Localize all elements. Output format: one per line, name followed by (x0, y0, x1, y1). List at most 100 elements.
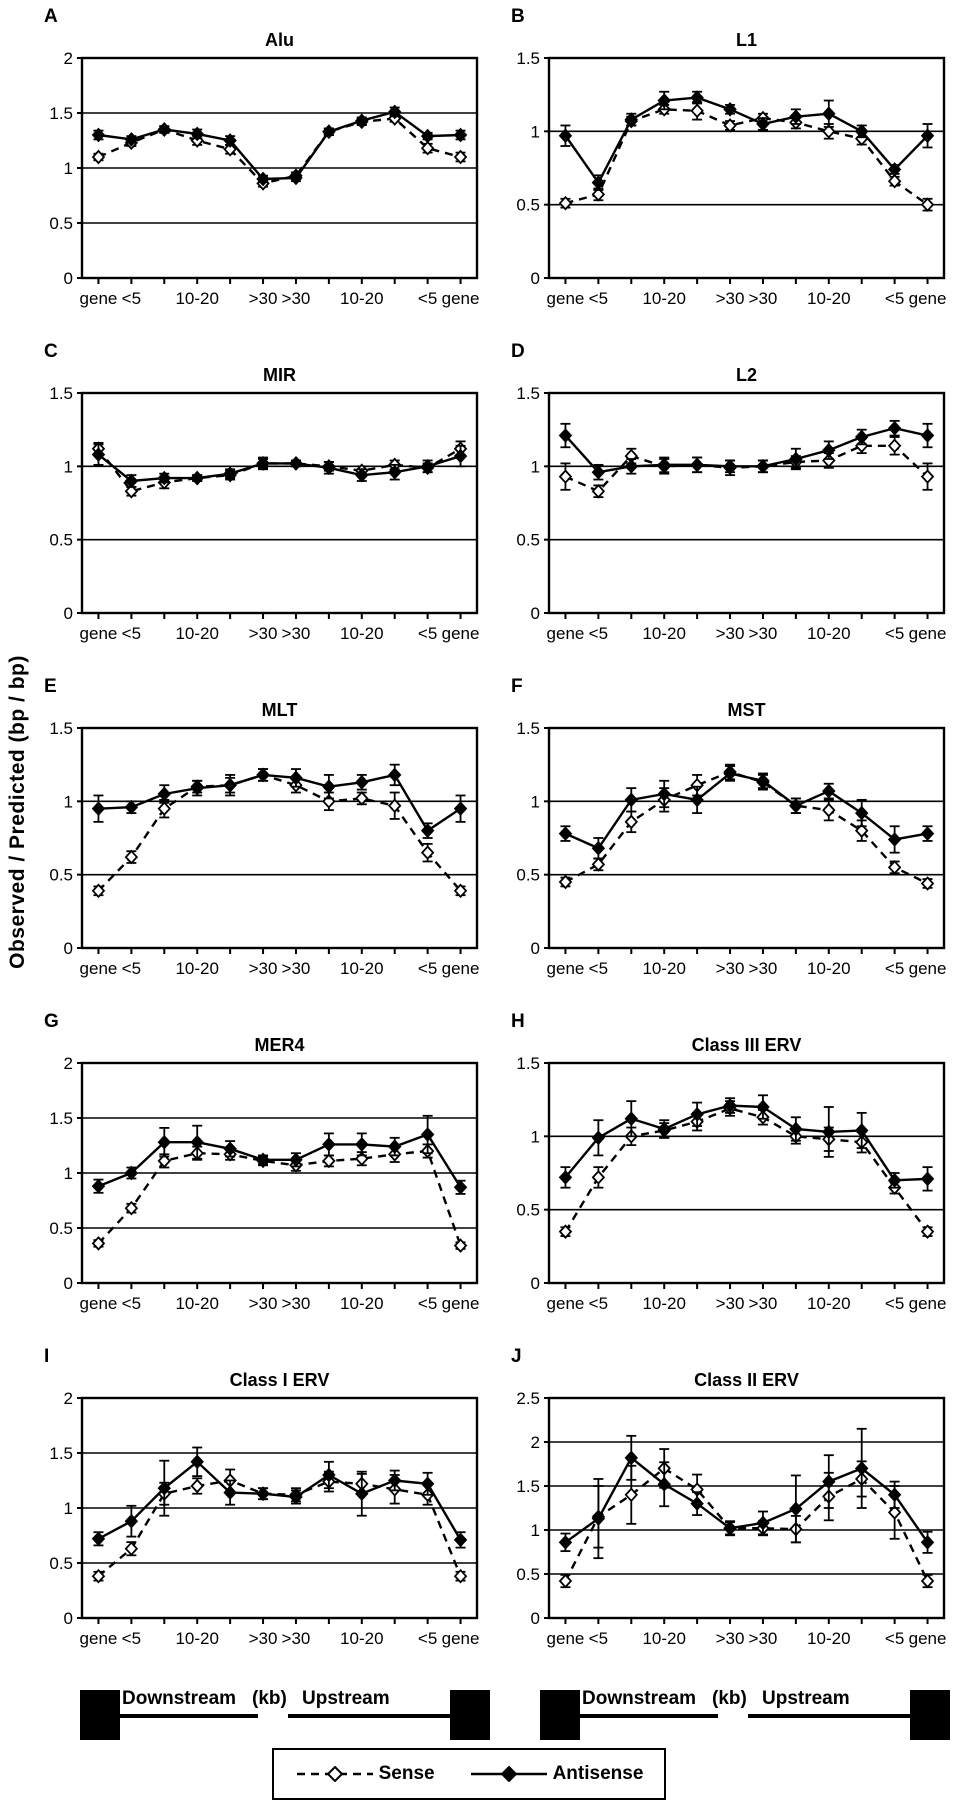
panel-letter: H (511, 1011, 525, 1032)
antisense-marker (157, 1134, 172, 1150)
x-tick-label: gene (547, 289, 585, 308)
antisense-marker (723, 1520, 737, 1536)
sense-marker (91, 149, 106, 165)
y-tick-label: 0.5 (49, 214, 73, 233)
upstream-line (748, 1714, 912, 1718)
antisense-marker (854, 1461, 869, 1476)
x-tick-label: >30 (749, 1294, 778, 1313)
antisense-marker (887, 162, 902, 177)
sense-marker (223, 141, 237, 157)
antisense-marker (322, 1467, 336, 1483)
sense-marker (453, 149, 468, 165)
y-tick-label: 1.5 (516, 49, 540, 68)
antisense-marker (657, 786, 671, 802)
panel-letter: A (44, 6, 58, 27)
antisense-marker (789, 1121, 803, 1137)
sense-marker (420, 845, 435, 860)
panel-grid: A Alu 0 0.5 1 1.5 2 gene <5 10-20 >30 >30 10-20 <5 gen… (20, 0, 955, 1675)
x-tick-label: <5 (885, 1629, 904, 1648)
antisense-marker (854, 805, 869, 821)
x-tick-label: <5 (589, 289, 608, 308)
antisense-marker (91, 447, 106, 462)
x-tick-label: >30 (282, 289, 311, 308)
panel-letter: I (44, 1346, 49, 1367)
panel-title: Alu (265, 30, 294, 50)
figure-legend: Sense Antisense (272, 1748, 666, 1800)
panel-i: I Class I ERV 0 0.5 1 1.5 2 gene <5 10-20 >30 >30 10… (20, 1340, 487, 1675)
antisense-marker (558, 428, 573, 443)
antisense-marker (387, 464, 402, 480)
sense-marker (124, 1541, 139, 1557)
x-tick-label: 10-20 (807, 624, 850, 643)
y-tick-label: 1 (531, 1127, 540, 1146)
antisense-marker (91, 127, 106, 143)
y-tick-label: 0.5 (49, 1219, 73, 1238)
y-tick-label: 0 (531, 1274, 540, 1293)
sense-marker (157, 1153, 172, 1169)
x-tick-label: gene (547, 1294, 585, 1313)
antisense-marker (355, 113, 369, 129)
antisense-line (564, 1456, 929, 1544)
x-tick-label: 10-20 (807, 1294, 850, 1313)
sense-marker (822, 124, 836, 139)
panel-letter: E (44, 676, 57, 697)
panel-letter: B (511, 6, 525, 27)
antisense-line (564, 1104, 928, 1182)
antisense-marker (256, 171, 270, 187)
y-tick-label: 0 (64, 939, 73, 958)
x-tick-label: 10-20 (340, 1629, 383, 1648)
panel-d: D L2 0 0.5 1 1.5 gene <5 10-20 >30 >30 10-20 <5 gene (487, 335, 954, 670)
sense-marker (124, 483, 139, 499)
antisense-marker (558, 1534, 573, 1550)
antisense-marker (355, 774, 369, 790)
x-tick-label: 10-20 (642, 959, 685, 978)
y-tick-label: 0.5 (49, 1554, 73, 1573)
antisense-marker (420, 459, 435, 474)
panel-title: L2 (736, 365, 757, 385)
kb-label: (kb) (712, 1688, 747, 1709)
x-tick-label: gene (80, 289, 118, 308)
y-tick-label: 0 (531, 939, 540, 958)
y-tick-label: 0.5 (49, 866, 73, 885)
panel-letter: D (511, 341, 525, 362)
y-tick-label: 1.5 (49, 1444, 73, 1463)
x-tick-label: <5 (589, 1294, 608, 1313)
panel-title: Class II ERV (694, 1370, 799, 1390)
gene-box-icon (80, 1690, 120, 1740)
x-tick-label: 10-20 (175, 1294, 218, 1313)
y-tick-label: 1 (64, 792, 73, 811)
x-tick-label: >30 (249, 1629, 278, 1648)
downstream-label: Downstream (122, 1688, 237, 1709)
legend-entry-sense: Sense (295, 1763, 435, 1785)
gene-diagram-left: Downstream (kb) Upstream (60, 1682, 490, 1744)
x-tick-label: gene (80, 1629, 118, 1648)
antisense-line-marker-icon (470, 1766, 547, 1782)
sense-marker (854, 823, 869, 838)
antisense-marker (190, 126, 204, 142)
antisense-marker (190, 1454, 204, 1470)
y-tick-label: 0 (64, 1274, 73, 1293)
x-tick-label: 10-20 (340, 959, 383, 978)
sense-marker (322, 1153, 336, 1169)
y-tick-label: 0 (531, 269, 540, 288)
x-tick-label: 10-20 (175, 959, 218, 978)
sense-marker (920, 1573, 935, 1589)
panel-title: L1 (736, 30, 757, 50)
x-tick-label: <5 (589, 959, 608, 978)
panel-title: MST (728, 700, 766, 720)
antisense-marker (887, 1173, 902, 1188)
antisense-marker (289, 170, 303, 186)
antisense-marker (690, 1496, 704, 1511)
panel-a: A Alu 0 0.5 1 1.5 2 gene <5 10-20 >30 >30 10-20 <5 gen… (20, 0, 487, 335)
gene-box-icon (450, 1690, 490, 1740)
antisense-line (98, 1133, 462, 1188)
y-tick-label: 2 (64, 1054, 73, 1073)
panel-h: H Class III ERV 0 0.5 1 1.5 gene <5 10-20 >30 >30 1… (487, 1005, 954, 1340)
sense-marker (723, 118, 737, 133)
antisense-line (97, 1460, 462, 1541)
